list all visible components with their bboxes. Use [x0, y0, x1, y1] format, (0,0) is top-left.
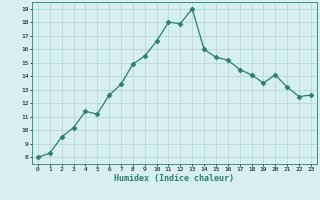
X-axis label: Humidex (Indice chaleur): Humidex (Indice chaleur) — [115, 174, 234, 183]
